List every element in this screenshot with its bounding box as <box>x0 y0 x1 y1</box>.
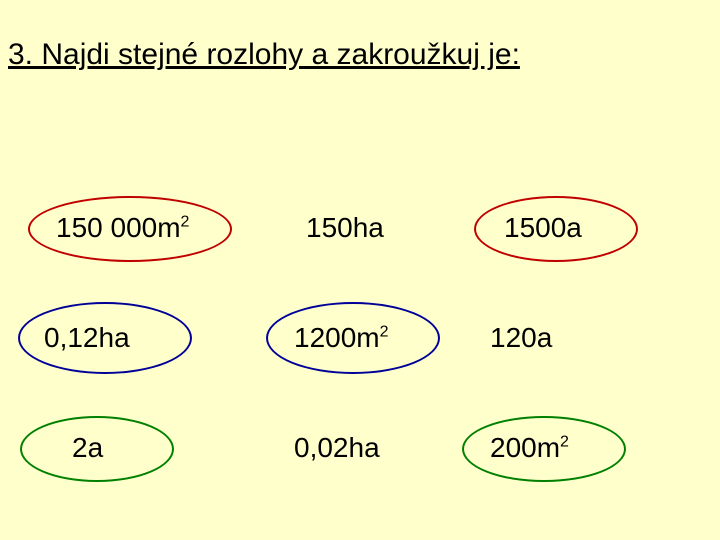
grid-row: 0,12ha 1200m2 120a <box>30 290 690 400</box>
answer-grid: 150 000m2 150ha 1500a 0,12ha <box>30 180 690 510</box>
cell-r2c2: 200m2 <box>470 400 690 510</box>
exercise-title: 3. Najdi stejné rozlohy a zakroužkuj je: <box>8 38 520 72</box>
grid-row: 2a 0,02ha 200m2 <box>30 400 690 510</box>
cell-text: 2a <box>72 432 103 463</box>
cell-text: 1500a <box>504 212 582 243</box>
cell-r1c0: 0,12ha <box>30 290 250 400</box>
cell-text: 0,12ha <box>44 322 130 353</box>
cell-text: 120a <box>490 322 552 353</box>
cell-text: 150 000m <box>56 212 181 243</box>
worksheet-page: 3. Najdi stejné rozlohy a zakroužkuj je:… <box>0 0 720 540</box>
cell-r0c1: 150ha <box>250 180 470 290</box>
cell-label: 200m2 <box>490 432 569 464</box>
cell-text: 0,02ha <box>294 432 380 463</box>
cell-label: 150 000m2 <box>56 212 189 244</box>
cell-sup: 2 <box>181 214 190 231</box>
cell-r0c0: 150 000m2 <box>30 180 250 290</box>
cell-label: 150ha <box>306 212 384 244</box>
cell-r0c2: 1500a <box>470 180 690 290</box>
grid-row: 150 000m2 150ha 1500a <box>30 180 690 290</box>
cell-label: 1200m2 <box>294 322 389 354</box>
cell-sup: 2 <box>560 434 569 451</box>
cell-label: 120a <box>490 322 552 354</box>
cell-text: 1200m <box>294 322 380 353</box>
cell-r1c1: 1200m2 <box>250 290 470 400</box>
cell-label: 0,02ha <box>294 432 380 464</box>
cell-label: 2a <box>72 432 103 464</box>
cell-sup: 2 <box>380 324 389 341</box>
cell-r1c2: 120a <box>470 290 690 400</box>
cell-label: 0,12ha <box>44 322 130 354</box>
cell-label: 1500a <box>504 212 582 244</box>
cell-text: 200m <box>490 432 560 463</box>
cell-r2c1: 0,02ha <box>250 400 470 510</box>
cell-text: 150ha <box>306 212 384 243</box>
cell-r2c0: 2a <box>30 400 250 510</box>
